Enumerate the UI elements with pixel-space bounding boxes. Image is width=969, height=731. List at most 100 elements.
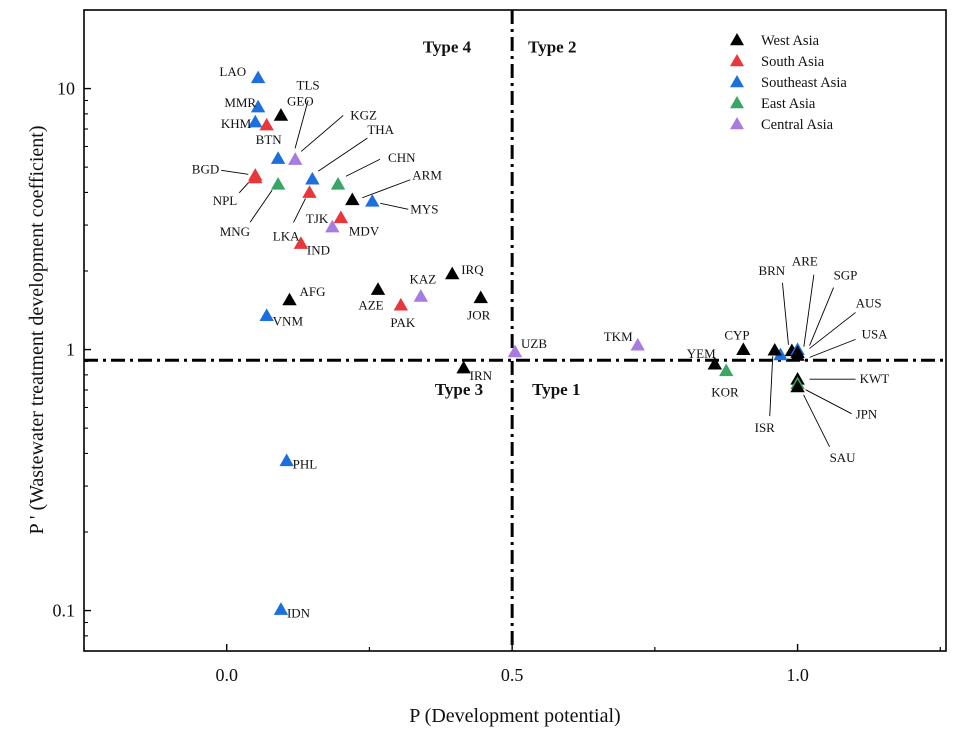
x-axis-ticks: 0.0 0.5 1.0: [83, 644, 941, 685]
y-tick-label: 10: [57, 79, 75, 99]
point-npl: [248, 170, 263, 184]
point-label-isr: ISR: [755, 420, 776, 435]
point-label-kor: KOR: [711, 385, 739, 400]
point-khm: [248, 114, 263, 128]
point-label-ind: IND: [307, 242, 330, 257]
leader-line-are: [803, 274, 815, 347]
point-label-tha: THA: [367, 122, 394, 137]
leader-line-tha: [318, 137, 368, 172]
leader-line-chn: [345, 158, 381, 177]
leader-line-bgd: [221, 169, 249, 175]
point-mng: [270, 177, 286, 190]
point-uzb: [507, 344, 523, 358]
quadrant-label-type-2: Type 2: [528, 37, 576, 56]
point-label-pak: PAK: [390, 315, 415, 330]
leader-line-npl: [238, 181, 250, 194]
point-label-lka: LKA: [273, 228, 300, 243]
x-tick-label: 0.0: [215, 665, 238, 685]
point-lao: [250, 70, 266, 84]
leader-line-mng: [249, 189, 273, 223]
point-label-sau: SAU: [830, 450, 857, 465]
point-label-mys: MYS: [410, 201, 438, 216]
point-label-mdv: MDV: [349, 224, 380, 239]
point-pak: [393, 297, 409, 311]
point-label-yem: YEM: [687, 346, 716, 361]
legend-label-west-asia: West Asia: [761, 33, 820, 49]
legend-label-central-asia: Central Asia: [761, 117, 834, 133]
legend: West Asia South Asia Southeast Asia East As…: [730, 33, 847, 133]
leader-line-aus: [809, 312, 856, 349]
leader-line-sgp: [809, 287, 834, 346]
leader-line-lka: [293, 198, 306, 223]
leader-line-sau: [803, 394, 830, 448]
point-kor: [719, 363, 734, 377]
point-label-tkm: TKM: [604, 329, 633, 344]
point-label-idn: IDN: [287, 605, 311, 620]
point-label-btn: BTN: [256, 132, 283, 147]
point-label-kgz: KGZ: [350, 107, 377, 122]
point-label-mmr: MMR: [224, 95, 256, 110]
point-label-npl: NPL: [213, 193, 238, 208]
leader-lines: [221, 100, 856, 448]
point-tls: [270, 151, 286, 164]
point-label-geo: GEO: [287, 93, 314, 108]
y-tick-label: 1: [66, 340, 75, 360]
legend-marker-south-asia: [730, 54, 744, 67]
point-usa: [790, 348, 805, 361]
point-label-bgd: BGD: [192, 161, 219, 176]
point-sau: [790, 379, 805, 393]
point-label-afg: AFG: [300, 284, 326, 299]
y-axis-title: P ' (Wastewater treatment development co…: [26, 125, 48, 534]
point-label-uzb: UZB: [521, 336, 547, 351]
legend-label-southeast-asia: Southeast Asia: [761, 75, 847, 91]
data-points: [248, 70, 805, 615]
legend-marker-east-asia: [730, 96, 744, 109]
threshold-lines: [84, 10, 946, 651]
point-label-lao: LAO: [219, 64, 246, 79]
quadrant-label-type-3: Type 3: [435, 380, 483, 399]
point-label-tjk: TJK: [306, 211, 329, 226]
point-vnm: [259, 308, 274, 321]
quadrant-labels: Type 4 Type 2 Type 3 Type 1: [423, 37, 581, 399]
point-chn: [330, 177, 346, 190]
x-axis-title: P (Development potential): [409, 705, 620, 727]
point-irn: [456, 360, 471, 374]
point-label-cyp: CYP: [724, 328, 749, 343]
leader-line-brn: [782, 282, 789, 345]
leader-line-isr: [769, 356, 774, 417]
leader-line-jpn: [805, 389, 852, 415]
quadrant-label-type-1: Type 1: [532, 380, 580, 399]
point-label-jpn: JPN: [856, 407, 878, 422]
point-label-usa: USA: [862, 326, 889, 341]
point-kgz: [288, 152, 303, 165]
legend-marker-central-asia: [730, 117, 744, 130]
point-label-brn: BRN: [758, 263, 785, 278]
point-label-mng: MNG: [220, 224, 250, 239]
point-label-arm: ARM: [412, 168, 442, 183]
leader-line-mys: [380, 202, 409, 210]
point-label-khm: KHM: [221, 116, 252, 131]
point-irq: [445, 266, 460, 280]
plot-area: [83, 9, 947, 652]
point-tjk: [325, 219, 340, 233]
legend-label-south-asia: South Asia: [761, 54, 825, 70]
point-label-jor: JOR: [467, 308, 490, 323]
point-tha: [305, 171, 320, 185]
x-tick-label: 0.5: [501, 665, 524, 685]
point-lka: [302, 185, 317, 198]
x-tick-label: 1.0: [786, 665, 809, 685]
point-isr: [767, 342, 782, 356]
legend-marker-west-asia: [730, 33, 744, 46]
legend-marker-southeast-asia: [730, 75, 744, 88]
point-geo: [273, 108, 289, 121]
y-tick-label: 0.1: [53, 601, 76, 621]
leader-line-kgz: [300, 115, 344, 152]
quadrant-label-type-4: Type 4: [423, 37, 472, 56]
point-label-irn: IRN: [470, 368, 493, 383]
point-yem: [707, 356, 723, 370]
point-arm: [345, 192, 360, 206]
point-mmr: [250, 99, 266, 113]
leader-line-usa: [809, 338, 856, 358]
point-label-sgp: SGP: [834, 268, 858, 283]
